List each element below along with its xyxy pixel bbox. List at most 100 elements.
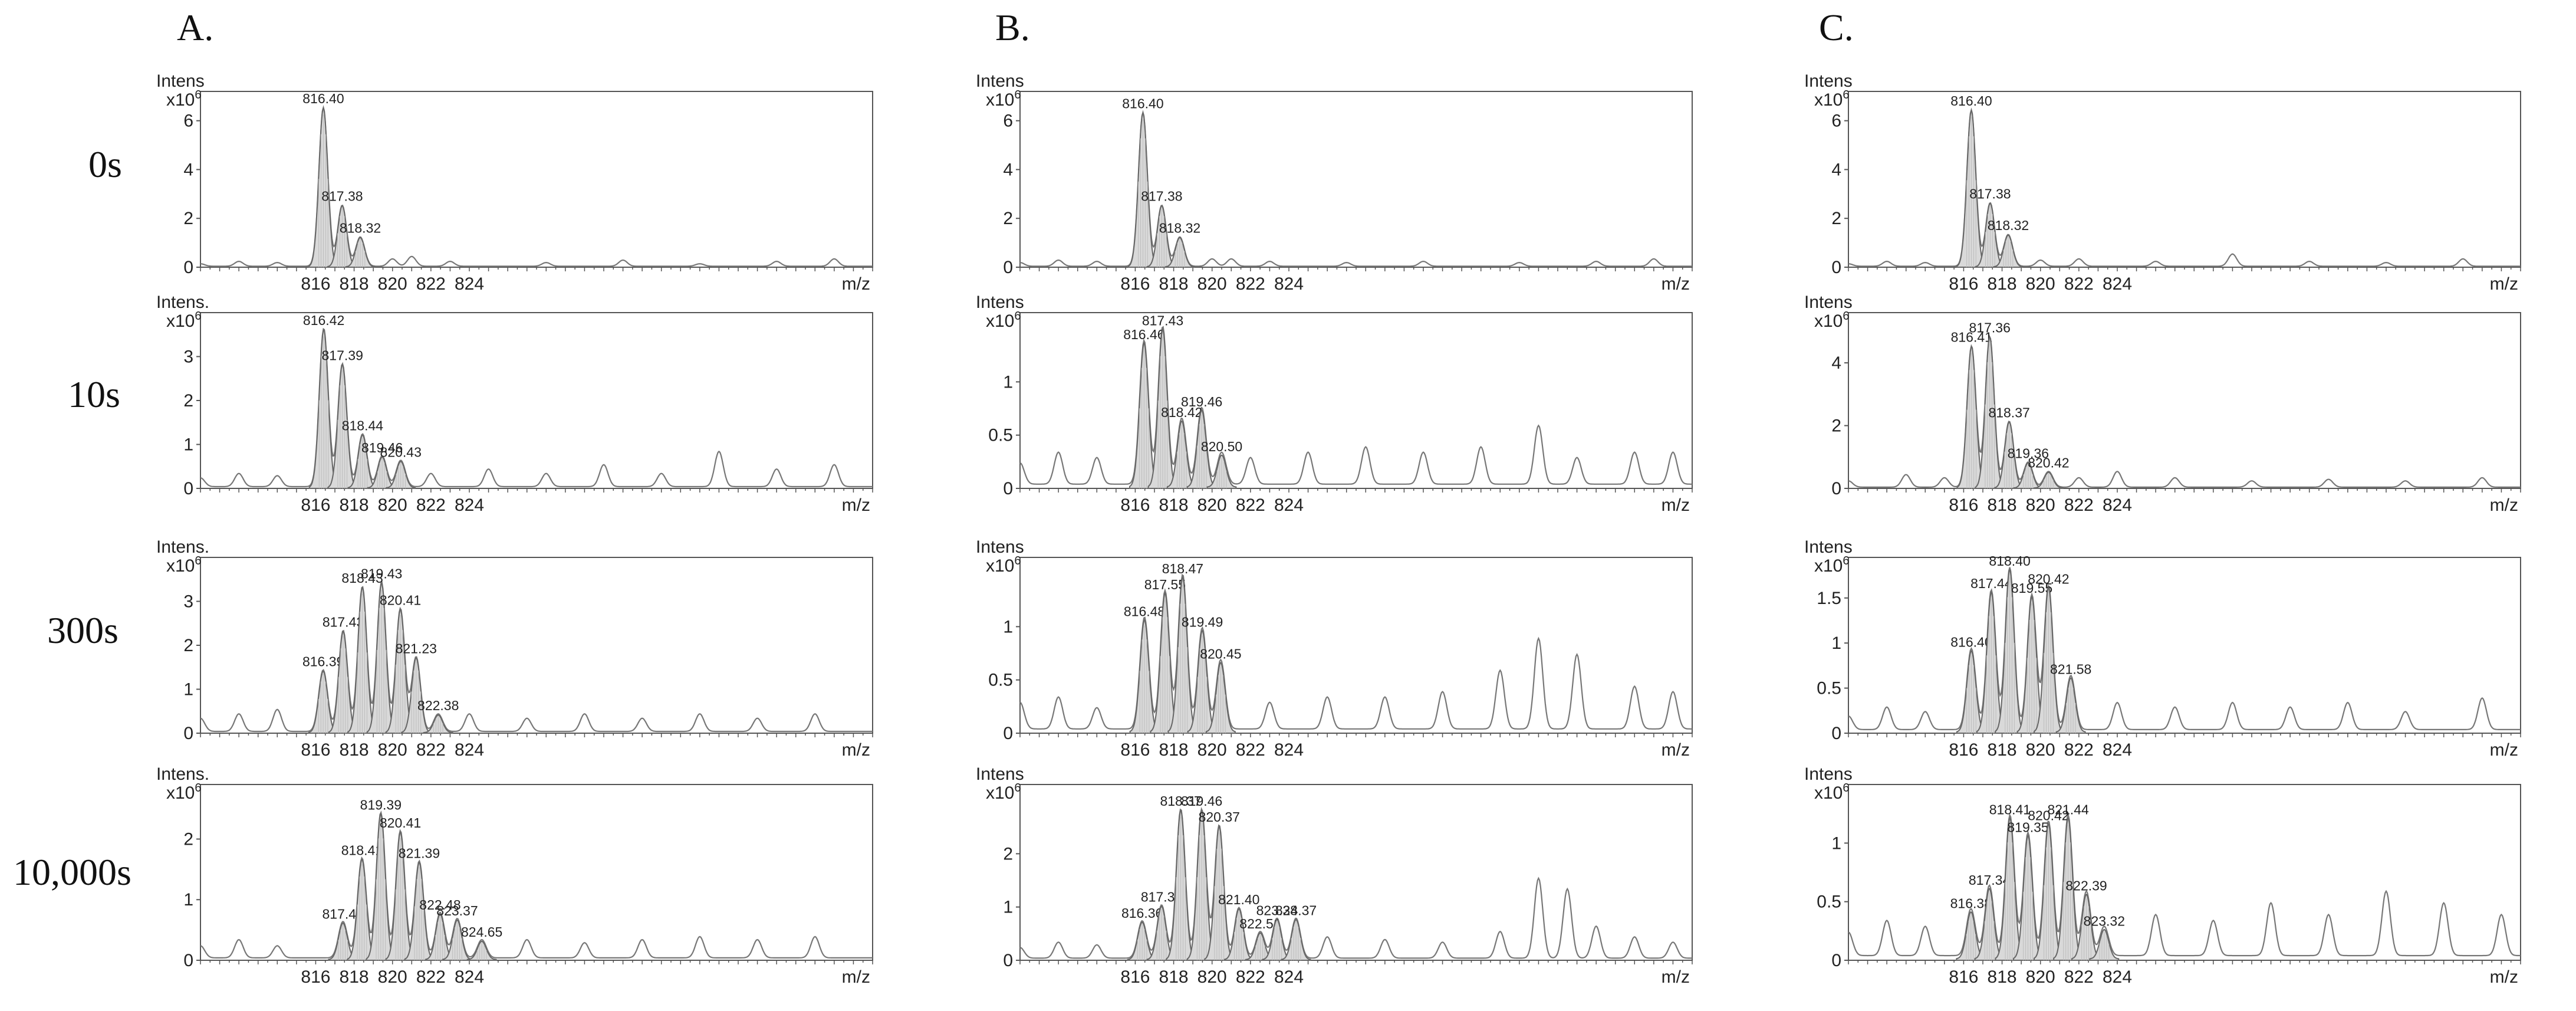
chart-1-2-xtick-label: 820 <box>1197 740 1227 760</box>
chart-0-1-xtick-label: 818 <box>340 495 369 515</box>
chart-0-3-ytick-label: 1 <box>183 890 193 910</box>
column-label-c: C. <box>1819 6 1854 48</box>
chart-0-1-xtick-label: 820 <box>378 495 407 515</box>
chart-2-1-frame <box>1848 312 2521 489</box>
chart-2-1-ylabel: Intens <box>1804 293 1853 312</box>
chart-0-3-yscale-exponent: 6 <box>195 782 201 795</box>
chart-0-0-peak-label-1: 817.38 <box>321 189 363 204</box>
chart-1-3-xunit: m/z <box>1662 967 1690 987</box>
chart-2-1-peak-label-3: 819.36 <box>2008 445 2049 461</box>
chart-0-2-peak-label-0: 816.39 <box>302 654 344 669</box>
chart-1-2-peak-label-3: 819.49 <box>1182 614 1223 629</box>
chart-2-2-ytick-label: 0.5 <box>1817 679 1841 698</box>
chart-1-1-spectrum-trace <box>1019 326 1692 485</box>
chart-0-3-xtick-label: 824 <box>455 967 484 987</box>
chart-0-3-ytick-label: 0 <box>183 951 193 970</box>
chart-1-2-xunit: m/z <box>1662 740 1690 760</box>
chart-1-1-ytick-label: 0 <box>1003 479 1013 498</box>
chart-1-3-ytick-label: 2 <box>1003 844 1013 864</box>
chart-1-2-xtick-label: 822 <box>1236 740 1265 760</box>
chart-0-2-xtick-label: 818 <box>340 740 369 760</box>
chart-2-2-xtick-label: 822 <box>2064 740 2094 760</box>
chart-0-2-frame <box>200 557 873 734</box>
chart-1-0-xtick-label: 818 <box>1159 274 1189 294</box>
chart-1-1-xtick-label: 818 <box>1159 495 1189 515</box>
chart-2-0-xunit: m/z <box>2490 274 2518 294</box>
chart-0-1-frame <box>200 312 873 489</box>
chart-1-0-ytick-label: 0 <box>1003 258 1013 277</box>
chart-2-3-xunit: m/z <box>2490 967 2518 987</box>
chart-2-2-yscale: x106 <box>1814 554 1850 576</box>
chart-0-2-peak-label-5: 821.23 <box>396 641 437 656</box>
chart-1-1-xtick-label: 822 <box>1236 495 1265 515</box>
chart-0-3-peak-label-5: 822.48 <box>419 897 460 912</box>
chart-2-1-peak-label-4: 820.42 <box>2028 455 2069 470</box>
chart-0-0-xtick-label: 822 <box>416 274 446 294</box>
chart-1-2-xtick-label: 816 <box>1120 740 1150 760</box>
chart-1-3-xtick-label: 820 <box>1197 967 1227 987</box>
chart-0-1-peak-label-1: 817.39 <box>322 347 363 363</box>
chart-2-2-yscale-exponent: 6 <box>1843 554 1849 567</box>
chart-2-0-ytick-label: 4 <box>1831 160 1841 179</box>
chart-2-1-xtick-label: 824 <box>2103 495 2132 515</box>
chart-0-1-yscale-exponent: 6 <box>195 310 201 323</box>
chart-2-3-ylabel: Intens <box>1804 764 1853 784</box>
chart-0-3-xtick-label: 820 <box>378 967 407 987</box>
chart-0-2-ylabel: Intens. <box>156 537 209 557</box>
chart-0-3-spectrum-trace <box>200 810 873 959</box>
chart-1-2-ytick-label: 1 <box>1003 617 1013 636</box>
chart-1-0-peak-label-0: 816.40 <box>1122 96 1163 111</box>
chart-2-1-xtick-label: 820 <box>2026 495 2055 515</box>
chart-0-2-peak-label-6: 822.38 <box>417 698 459 713</box>
chart-2-1-xtick-label: 822 <box>2064 495 2094 515</box>
chart-0-1-ylabel: Intens. <box>156 293 209 312</box>
chart-2-2-peak-label-4: 820.42 <box>2028 571 2069 586</box>
chart-1-3-xtick-label: 816 <box>1120 967 1150 987</box>
chart-0-3-xtick-label: 818 <box>340 967 369 987</box>
chart-1-2-peak-label-4: 820.45 <box>1200 646 1241 662</box>
chart-1-1-xtick-label: 820 <box>1197 495 1227 515</box>
chart-2-3-peak-label-2: 818.41 <box>1989 802 2031 818</box>
chart-0-0-xtick-label: 824 <box>455 274 484 294</box>
chart-1-3-yscale: x106 <box>986 782 1021 803</box>
chart-2-3-ytick-label: 0.5 <box>1817 892 1841 912</box>
chart-0-1-peak-label-0: 816.42 <box>303 313 344 328</box>
chart-0-3-peak-label-4: 821.39 <box>399 846 440 861</box>
chart-1-2-xtick-label: 824 <box>1274 740 1304 760</box>
chart-2-0-xtick-label: 824 <box>2103 274 2132 294</box>
chart-1-3-yscale-exponent: 6 <box>1014 782 1021 795</box>
chart-1-2-spectrum-trace <box>1019 573 1692 730</box>
chart-1-0-ytick-label: 4 <box>1003 160 1013 179</box>
chart-2-2-xtick-label: 818 <box>1988 740 2017 760</box>
chart-1-1-frame <box>1019 312 1693 489</box>
chart-2-3-peak-label-1: 817.34 <box>1969 872 2011 888</box>
row-label-0s: 0s <box>88 143 122 185</box>
chart-2-3-peak-label-5: 821.44 <box>2047 802 2089 818</box>
chart-0-0-ylabel: Intens <box>156 71 205 91</box>
chart-1-1-peak-label-4: 820.50 <box>1201 439 1242 454</box>
chart-0-1-peak-label-4: 820.43 <box>380 444 422 459</box>
chart-1-1-peak-label-0: 816.46 <box>1123 327 1164 342</box>
chart-1-3-spectrum-trace <box>1019 807 1692 959</box>
chart-1-2-ytick-label: 0.5 <box>988 671 1013 690</box>
chart-2-0-xtick-label: 818 <box>1988 274 2017 294</box>
chart-1-3-peak-label-4: 820.37 <box>1199 809 1240 825</box>
chart-2-1-xunit: m/z <box>2490 495 2518 515</box>
chart-2-3-xtick-label: 822 <box>2064 967 2094 987</box>
chart-1-3-peak-label-8: 824.37 <box>1275 902 1317 918</box>
chart-2-3-ytick-label: 1 <box>1831 833 1841 853</box>
chart-1-3-peak-label-5: 821.40 <box>1218 892 1259 907</box>
chart-2-1-peak-label-2: 818.37 <box>1988 405 2029 420</box>
chart-0-2: Intens.x106 0 1 2 3 816 818 820 822 824 m/z 816.39 8… <box>156 537 873 760</box>
chart-2-1-peak-label-0: 816.41 <box>1951 330 1992 345</box>
chart-2-2-xunit: m/z <box>2490 740 2518 760</box>
chart-1-3-peak-label-0: 816.36 <box>1121 905 1163 921</box>
chart-1-3-ylabel: Intens <box>976 764 1024 784</box>
chart-0-3-xunit: m/z <box>842 967 870 987</box>
chart-0-0-xtick-label: 816 <box>301 274 330 294</box>
